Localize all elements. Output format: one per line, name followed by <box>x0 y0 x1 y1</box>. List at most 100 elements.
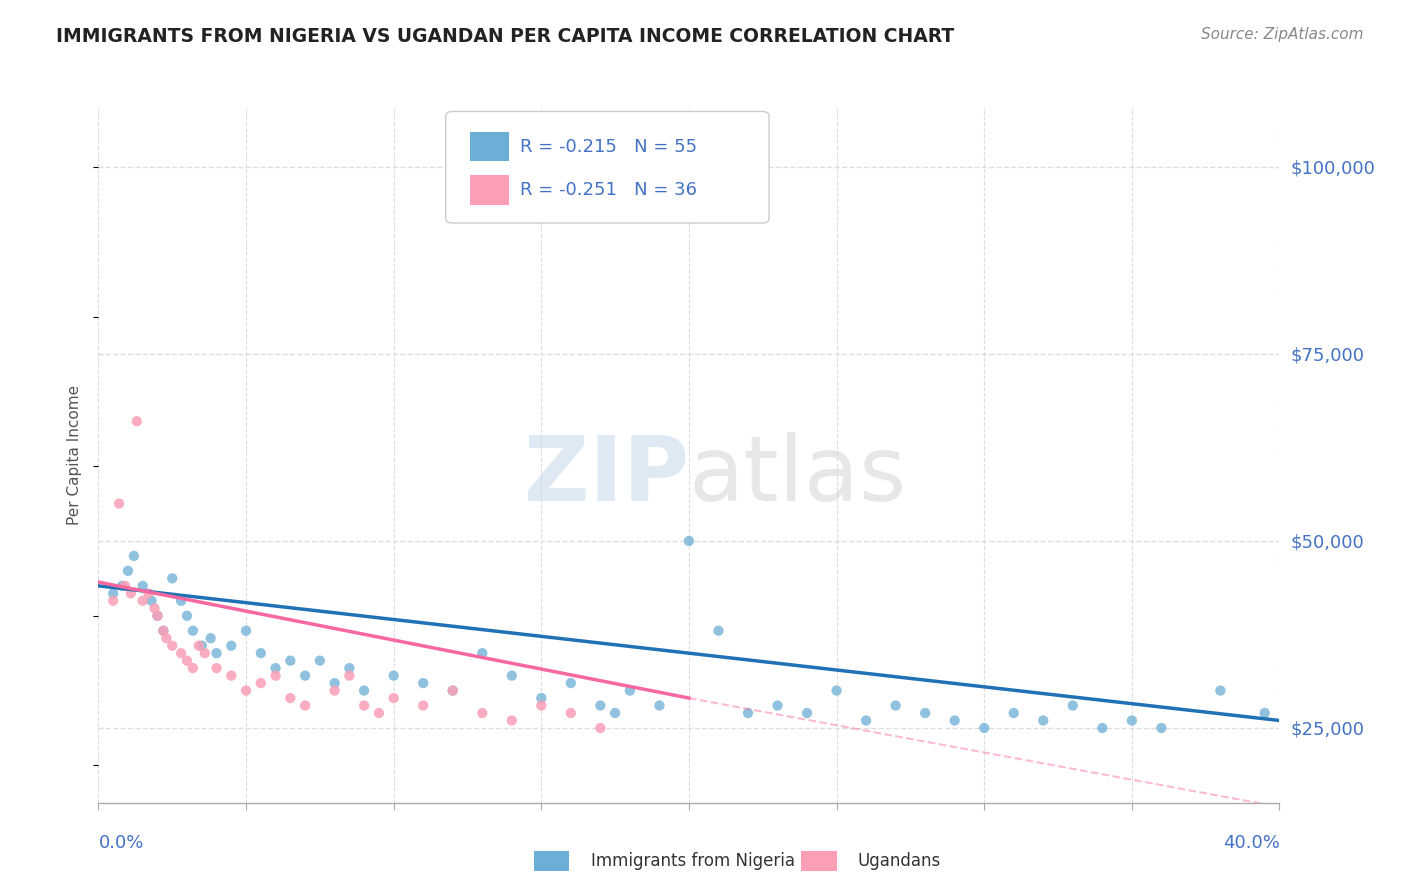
Point <box>205 661 228 675</box>
Point <box>605 706 627 720</box>
Point <box>120 586 142 600</box>
Point <box>619 683 641 698</box>
Point <box>278 654 302 668</box>
Point <box>191 639 214 653</box>
Point <box>114 579 136 593</box>
Point <box>382 691 405 706</box>
Point <box>560 706 582 720</box>
Point <box>176 654 198 668</box>
Point <box>382 668 405 682</box>
Point <box>1062 698 1084 713</box>
Point <box>103 586 125 600</box>
Point <box>122 549 145 563</box>
Text: Source: ZipAtlas.com: Source: ZipAtlas.com <box>1201 27 1364 42</box>
Point <box>441 683 464 698</box>
Point <box>412 698 434 713</box>
Point <box>825 683 848 698</box>
Point <box>117 564 139 578</box>
Point <box>339 661 360 675</box>
Point <box>264 668 287 682</box>
Point <box>855 714 877 728</box>
Point <box>1002 706 1025 720</box>
Point <box>884 698 907 713</box>
Point <box>294 698 316 713</box>
Point <box>471 706 494 720</box>
Point <box>235 624 257 638</box>
Point <box>796 706 818 720</box>
Point <box>146 608 169 623</box>
Point <box>155 631 177 645</box>
Point <box>250 646 273 660</box>
Point <box>170 646 193 660</box>
Point <box>441 683 464 698</box>
Point <box>194 646 217 660</box>
Point <box>132 594 155 608</box>
Point <box>943 714 966 728</box>
Point <box>1091 721 1114 735</box>
Point <box>152 624 174 638</box>
Point <box>309 654 332 668</box>
Point <box>200 631 222 645</box>
Point <box>1150 721 1173 735</box>
Point <box>471 646 494 660</box>
Point <box>132 579 155 593</box>
Point <box>368 706 391 720</box>
Point <box>501 714 523 728</box>
Point <box>125 414 148 428</box>
Point <box>138 586 160 600</box>
Point <box>170 594 193 608</box>
Text: ZIP: ZIP <box>524 432 689 520</box>
Text: 0.0%: 0.0% <box>98 834 143 852</box>
Point <box>323 676 346 690</box>
Point <box>530 691 553 706</box>
Point <box>973 721 995 735</box>
Point <box>103 594 125 608</box>
Point <box>108 497 131 511</box>
Point <box>235 683 257 698</box>
Point <box>914 706 936 720</box>
Point <box>219 668 242 682</box>
Point <box>560 676 582 690</box>
Point <box>323 683 346 698</box>
Text: IMMIGRANTS FROM NIGERIA VS UGANDAN PER CAPITA INCOME CORRELATION CHART: IMMIGRANTS FROM NIGERIA VS UGANDAN PER C… <box>56 27 955 45</box>
Point <box>353 683 375 698</box>
Point <box>264 661 287 675</box>
Text: Immigrants from Nigeria: Immigrants from Nigeria <box>591 852 794 870</box>
Point <box>501 668 523 682</box>
Point <box>339 668 360 682</box>
Point <box>1121 714 1143 728</box>
Text: atlas: atlas <box>689 432 907 520</box>
Point <box>219 639 242 653</box>
Y-axis label: Per Capita Income: Per Capita Income <box>67 384 83 525</box>
Point <box>187 639 209 653</box>
Text: Ugandans: Ugandans <box>858 852 941 870</box>
Point <box>143 601 166 615</box>
Point <box>648 698 671 713</box>
Point <box>181 624 204 638</box>
Point <box>176 608 198 623</box>
Text: R = -0.215   N = 55: R = -0.215 N = 55 <box>520 137 697 156</box>
Text: R = -0.251   N = 36: R = -0.251 N = 36 <box>520 181 697 199</box>
Point <box>766 698 789 713</box>
Point <box>737 706 759 720</box>
Point <box>205 646 228 660</box>
Point <box>250 676 273 690</box>
Point <box>152 624 174 638</box>
Point <box>589 721 612 735</box>
Point <box>707 624 730 638</box>
Point <box>294 668 316 682</box>
Point <box>1209 683 1232 698</box>
Point <box>412 676 434 690</box>
Point <box>162 639 183 653</box>
Point <box>146 608 169 623</box>
Point <box>162 571 183 585</box>
Point <box>141 594 163 608</box>
Point <box>181 661 204 675</box>
Text: 40.0%: 40.0% <box>1223 834 1279 852</box>
Point <box>1254 706 1277 720</box>
Point <box>278 691 302 706</box>
Point <box>1032 714 1054 728</box>
Point <box>111 579 134 593</box>
Point <box>353 698 375 713</box>
Point <box>530 698 553 713</box>
